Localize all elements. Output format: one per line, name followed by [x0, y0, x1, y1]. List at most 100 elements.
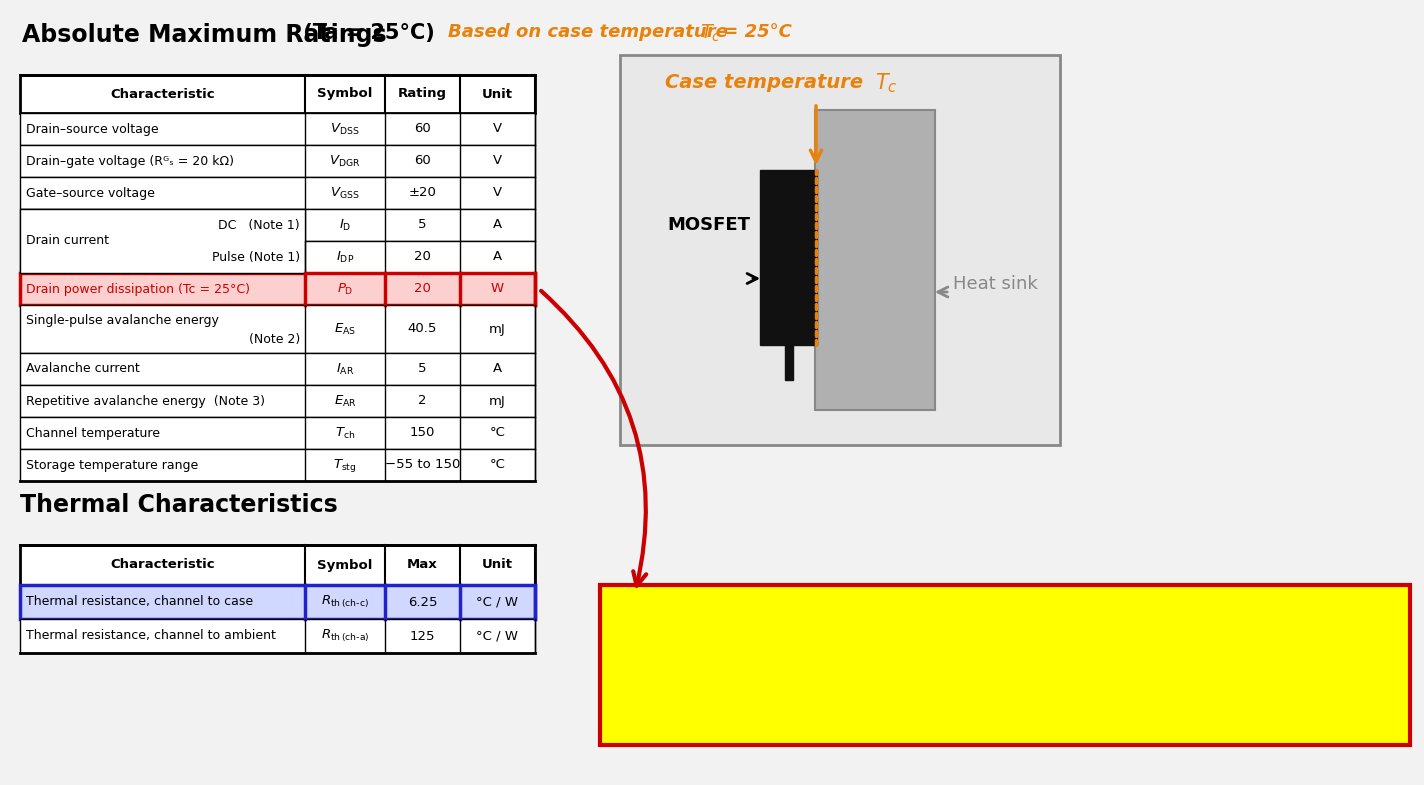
Text: 20: 20 — [414, 283, 431, 295]
Text: Case temperature: Case temperature — [665, 74, 870, 93]
Text: MOSFET: MOSFET — [666, 216, 750, 234]
Text: $\mathbf{6.25}$: $\mathbf{6.25}$ — [1040, 671, 1101, 695]
Bar — [20, 273, 535, 305]
Text: 5: 5 — [419, 363, 427, 375]
Bar — [815, 110, 936, 410]
Bar — [20, 75, 535, 113]
Bar — [20, 417, 535, 449]
Text: °C: °C — [490, 458, 506, 472]
Text: Thermal resistance, channel to case: Thermal resistance, channel to case — [26, 596, 253, 608]
Bar — [760, 170, 817, 345]
Text: $T_{\mathrm{stg}}$: $T_{\mathrm{stg}}$ — [333, 457, 357, 473]
Text: Drain–gate voltage (Rᴳₛ = 20 kΩ): Drain–gate voltage (Rᴳₛ = 20 kΩ) — [26, 155, 234, 167]
Bar — [20, 545, 535, 585]
Text: $T_{ch(MAX)} - T_c$: $T_{ch(MAX)} - T_c$ — [745, 626, 876, 652]
Text: $V_{\mathrm{DGR}}$: $V_{\mathrm{DGR}}$ — [329, 153, 360, 169]
Text: Drain–source voltage: Drain–source voltage — [26, 122, 158, 136]
Text: Thermal resistance, channel to ambient: Thermal resistance, channel to ambient — [26, 630, 276, 642]
Text: 20: 20 — [414, 250, 431, 264]
Text: Storage temperature range: Storage temperature range — [26, 458, 198, 472]
Text: °C: °C — [490, 426, 506, 440]
Text: Single-pulse avalanche energy: Single-pulse avalanche energy — [26, 314, 219, 327]
Text: 40.5: 40.5 — [407, 323, 437, 335]
Text: $R_{\mathrm{th\,(ch\text{-}c)}}$: $R_{\mathrm{th\,(ch\text{-}c)}}$ — [320, 593, 369, 610]
Text: $V_{\mathrm{DSS}}$: $V_{\mathrm{DSS}}$ — [330, 122, 360, 137]
Bar — [20, 177, 535, 209]
Bar — [619, 55, 1059, 445]
Text: $V_{\mathrm{GSS}}$: $V_{\mathrm{GSS}}$ — [330, 185, 360, 200]
Text: Symbol: Symbol — [318, 558, 373, 571]
Bar — [20, 209, 535, 241]
Bar — [785, 345, 793, 380]
Text: $R_{th(ch-c)}$: $R_{th(ch-c)}$ — [765, 670, 856, 696]
Text: 60: 60 — [414, 122, 431, 136]
Text: Repetitive avalanche energy  (Note 3): Repetitive avalanche energy (Note 3) — [26, 395, 265, 407]
Text: $=$: $=$ — [658, 644, 692, 677]
Bar — [20, 241, 535, 273]
Text: Rating: Rating — [397, 87, 447, 100]
Text: 125: 125 — [410, 630, 436, 642]
Bar — [20, 619, 535, 653]
Text: A: A — [493, 363, 503, 375]
Text: Avalanche current: Avalanche current — [26, 363, 140, 375]
Text: = 25°C: = 25°C — [718, 23, 792, 41]
Text: Drain current: Drain current — [26, 235, 110, 247]
Text: V: V — [493, 122, 503, 136]
FancyArrowPatch shape — [541, 291, 646, 586]
Text: 5: 5 — [419, 218, 427, 232]
Text: $I_{\mathrm{DP}}$: $I_{\mathrm{DP}}$ — [336, 250, 355, 265]
Text: Channel temperature: Channel temperature — [26, 426, 159, 440]
Text: Characteristic: Characteristic — [110, 87, 215, 100]
Text: 2: 2 — [419, 395, 427, 407]
Text: Pulse (Note 1): Pulse (Note 1) — [212, 250, 300, 264]
Text: ±20: ±20 — [409, 187, 436, 199]
Text: V: V — [493, 155, 503, 167]
Bar — [20, 209, 305, 273]
Text: $\mathbf{20[W]}$: $\mathbf{20[W]}$ — [1209, 643, 1331, 679]
Text: $=$: $=$ — [924, 644, 957, 677]
Bar — [20, 585, 535, 619]
Text: Based on case temperature: Based on case temperature — [449, 23, 735, 41]
Text: Characteristic: Characteristic — [110, 558, 215, 571]
Text: Gate–source voltage: Gate–source voltage — [26, 187, 155, 199]
Text: $T_{\mathrm{ch}}$: $T_{\mathrm{ch}}$ — [335, 425, 355, 440]
Text: Thermal Characteristics: Thermal Characteristics — [20, 493, 337, 517]
Text: 60: 60 — [414, 155, 431, 167]
Text: Unit: Unit — [481, 558, 513, 571]
Text: 150: 150 — [410, 426, 436, 440]
Text: °C / W: °C / W — [477, 630, 518, 642]
Text: W: W — [491, 283, 504, 295]
Text: Symbol: Symbol — [318, 87, 373, 100]
Text: °C / W: °C / W — [477, 596, 518, 608]
Text: $T_c$: $T_c$ — [874, 71, 897, 95]
Bar — [20, 305, 535, 353]
Text: (Note 2): (Note 2) — [209, 333, 300, 346]
Text: −55 to 150: −55 to 150 — [384, 458, 460, 472]
Text: $I_{\mathrm{D}}$: $I_{\mathrm{D}}$ — [339, 217, 352, 232]
Text: $\boldsymbol{P_D}$: $\boldsymbol{P_D}$ — [622, 644, 662, 678]
Text: A: A — [493, 218, 503, 232]
Text: Heat sink: Heat sink — [953, 275, 1038, 293]
Text: $E_{\mathrm{AS}}$: $E_{\mathrm{AS}}$ — [335, 321, 356, 337]
Text: $=$: $=$ — [1149, 644, 1182, 677]
Text: Drain power dissipation (Tc = 25°C): Drain power dissipation (Tc = 25°C) — [26, 283, 251, 295]
Text: A: A — [493, 250, 503, 264]
Text: (Ta = 25°C): (Ta = 25°C) — [296, 23, 434, 43]
Bar — [600, 585, 1410, 745]
Text: $R_{\mathrm{th\,(ch\text{-}a)}}$: $R_{\mathrm{th\,(ch\text{-}a)}}$ — [320, 628, 369, 644]
Text: $I_{\mathrm{AR}}$: $I_{\mathrm{AR}}$ — [336, 361, 355, 377]
Text: 6.25: 6.25 — [407, 596, 437, 608]
Text: Absolute Maximum Ratings: Absolute Maximum Ratings — [21, 23, 387, 47]
Text: $P_{\mathrm{D}}$: $P_{\mathrm{D}}$ — [336, 282, 353, 297]
Text: Unit: Unit — [481, 87, 513, 100]
Text: mJ: mJ — [488, 323, 506, 335]
Bar — [20, 449, 535, 481]
Bar — [20, 145, 535, 177]
Bar — [20, 353, 535, 385]
Bar — [20, 385, 535, 417]
Text: $T_c$: $T_c$ — [701, 23, 721, 44]
Text: $E_{\mathrm{AR}}$: $E_{\mathrm{AR}}$ — [333, 393, 356, 408]
Text: V: V — [493, 187, 503, 199]
Text: mJ: mJ — [488, 395, 506, 407]
Text: DC   (Note 1): DC (Note 1) — [218, 218, 300, 232]
